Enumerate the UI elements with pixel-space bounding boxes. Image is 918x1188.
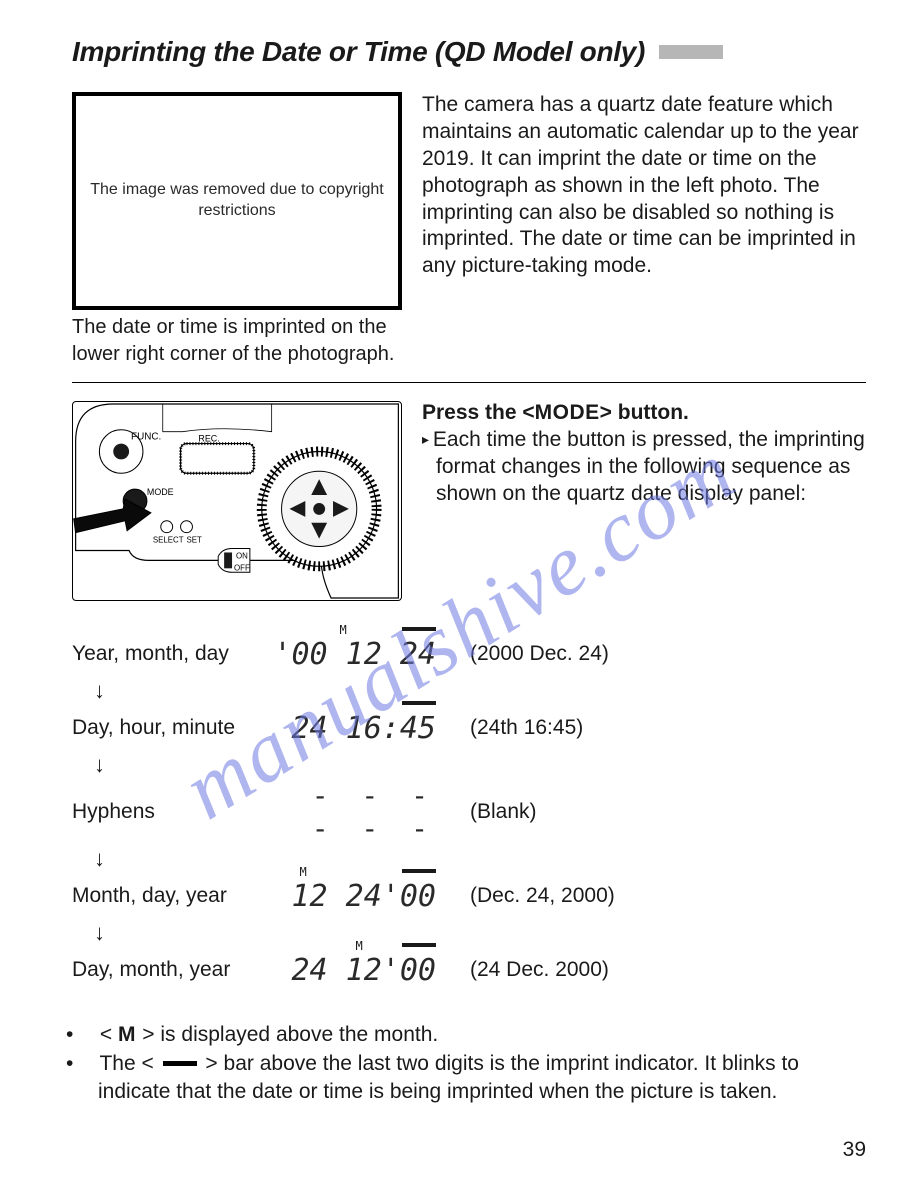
sequence-arrow: ↓ [72,751,866,779]
removed-image-placeholder: The image was removed due to copyright r… [72,92,402,310]
lcd-m-indicator: M [339,623,346,637]
m-glyph-icon: M [118,1023,137,1046]
note-text: > bar above the last two digits is the i… [98,1052,799,1102]
format-label: Month, day, year [72,884,272,908]
diagram-off-label: OFF [234,563,250,572]
step-heading: Press the <MODE> button. [422,401,866,425]
lcd-m-indicator: M [356,939,363,953]
format-description: (24 Dec. 2000) [452,958,609,982]
note-text: < [100,1023,118,1046]
lcd-m-indicator: M [300,865,307,879]
lcd-digits: 24 12'00 [292,953,437,988]
lcd-imprint-bar [402,869,436,873]
format-description: (Dec. 24, 2000) [452,884,615,908]
format-label: Day, hour, minute [72,716,272,740]
diagram-select-label: SELECT [153,536,184,545]
intro-paragraph: The camera has a quartz date feature whi… [422,92,866,368]
lcd-digits: 12 24'00 [292,879,437,914]
lcd-imprint-bar [402,627,436,631]
camera-diagram: FUNC. MODE SELECT SET REC. [72,401,402,601]
format-row: Year, month, day M '00 12 24 (2000 Dec. … [72,631,866,677]
note-text: The < [99,1052,159,1075]
format-lcd: - - - - - - [272,779,452,845]
format-label: Hyphens [72,800,272,824]
step-heading-prefix: Press the < [422,401,535,424]
page-number: 39 [843,1138,866,1162]
format-row: Day, hour, minute 24 16:45 (24th 16:45) [72,705,866,751]
diagram-set-label: SET [187,536,203,545]
diagram-on-label: ON [236,551,248,560]
diagram-func-label: FUNC. [131,432,161,443]
diagram-rec-label: REC. [198,434,219,444]
lcd-digits: '00 12 24 [273,637,436,672]
format-lcd: M 24 12'00 [272,953,452,988]
step-heading-suffix: > button. [600,401,689,424]
format-description: (24th 16:45) [452,716,583,740]
step-body: ▸ Each time the button is pressed, the i… [422,427,866,508]
title-accent-bar [659,45,723,59]
format-row: Day, month, year M 24 12'00 (24 Dec. 200… [72,947,866,993]
format-label: Year, month, day [72,642,272,666]
format-lcd: 24 16:45 [272,711,452,746]
lcd-imprint-bar [402,701,436,705]
page-title: Imprinting the Date or Time (QD Model on… [72,36,645,68]
sequence-arrow: ↓ [72,845,866,873]
format-lcd: M 12 24'00 [272,879,452,914]
format-description: (Blank) [452,800,537,824]
format-row: Month, day, year M 12 24'00 (Dec. 24, 20… [72,873,866,919]
footnote-item: • < M > is displayed above the month. [82,1021,866,1048]
footnote-item: • The < > bar above the last two digits … [82,1050,866,1105]
photo-caption: The date or time is imprinted on the low… [72,314,402,368]
format-row: Hyphens - - - - - - (Blank) [72,779,866,845]
diagram-mode-label: MODE [147,487,174,497]
footnotes: • < M > is displayed above the month. • … [82,1021,866,1105]
step-heading-mode: MODE [535,401,600,424]
format-lcd: M '00 12 24 [272,637,452,672]
lcd-imprint-bar [402,943,436,947]
sequence-arrow: ↓ [72,677,866,705]
format-sequence-table: Year, month, day M '00 12 24 (2000 Dec. … [72,631,866,993]
lcd-digits: - - - - - - [312,779,436,845]
lcd-digits: 24 16:45 [292,711,437,746]
section-divider [72,382,866,383]
format-label: Day, month, year [72,958,272,982]
removed-image-text: The image was removed due to copyright r… [88,180,386,222]
note-text: > is displayed above the month. [136,1023,438,1046]
sequence-arrow: ↓ [72,919,866,947]
format-description: (2000 Dec. 24) [452,642,609,666]
step-body-text: Each time the button is pressed, the imp… [433,428,865,505]
bar-glyph-icon [163,1061,197,1066]
